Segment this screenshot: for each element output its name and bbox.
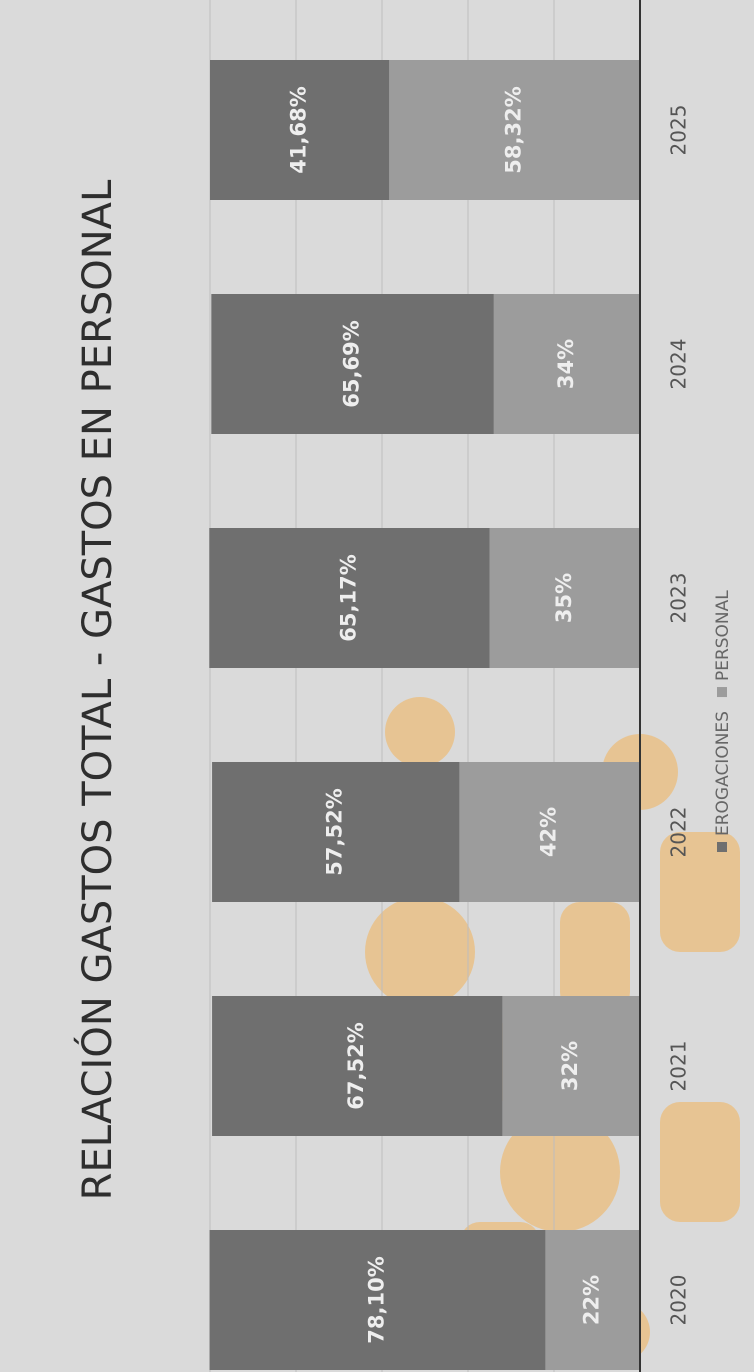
data-label: 34%	[554, 339, 578, 389]
data-label: 32%	[558, 1041, 582, 1091]
bar-segment	[389, 60, 640, 200]
x-tick-label: 2024	[667, 339, 691, 390]
data-label: 58,32%	[502, 86, 526, 173]
bar-segment	[545, 1230, 641, 1370]
data-label: 42%	[537, 807, 561, 857]
data-label: 41,68%	[287, 86, 311, 173]
legend-label: EROGACIONES	[713, 711, 733, 836]
bar-segment	[459, 762, 640, 902]
x-tick-label: 2020	[667, 1275, 691, 1326]
x-tick-label: 2021	[667, 1041, 691, 1092]
data-label: 67,52%	[344, 1022, 368, 1109]
legend-swatch	[717, 842, 727, 852]
bar-segment	[489, 528, 640, 668]
rotated-chart: RELACIÓN GASTOS TOTAL - GASTOS EN PERSON…	[73, 0, 740, 1372]
x-tick-label: 2022	[667, 807, 691, 858]
bar-segment	[502, 996, 640, 1136]
data-label: 78,10%	[364, 1256, 388, 1343]
data-label: 65,69%	[340, 320, 364, 407]
bar-segment	[493, 294, 640, 434]
data-label: 35%	[552, 573, 576, 623]
bar-segment	[209, 528, 490, 668]
bar-segment	[212, 762, 460, 902]
data-label: 22%	[580, 1275, 604, 1325]
x-tick-label: 2023	[667, 573, 691, 624]
bar-segment	[211, 294, 494, 434]
bar-segment	[209, 1230, 546, 1370]
legend-label: PERSONAL	[713, 590, 733, 681]
data-label: 65,17%	[336, 554, 360, 641]
data-label: 57,52%	[323, 788, 347, 875]
bar-segment	[212, 996, 503, 1136]
chart-title: RELACIÓN GASTOS TOTAL - GASTOS EN PERSON…	[73, 179, 121, 1200]
bar-segment	[210, 60, 390, 200]
legend-swatch	[717, 687, 727, 698]
x-tick-label: 2025	[667, 105, 691, 156]
